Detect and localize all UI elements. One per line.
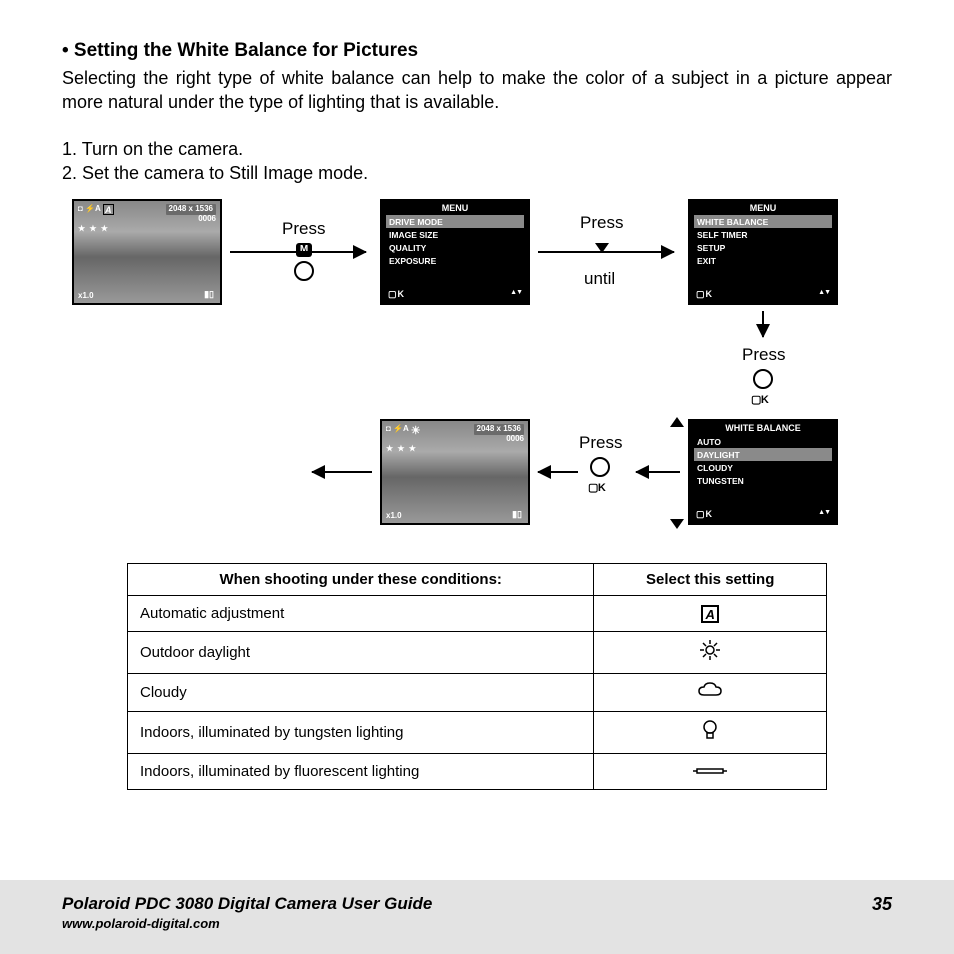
menu2-item-0: WHITE BALANCE [694,215,832,228]
ok-label-1: ▢K [751,393,768,406]
button-circle-2 [753,369,773,389]
table-row: Automatic adjustment A [128,596,827,632]
cond-tungsten: Indoors, illuminated by tungsten lightin… [128,712,594,754]
footer-title: Polaroid PDC 3080 Digital Camera User Gu… [62,894,892,914]
menu2-item-3: EXIT [694,254,832,267]
button-circle-1 [294,261,314,281]
until-label: until [584,269,615,289]
cond-auto: Automatic adjustment [128,596,594,632]
menu1-item-0: DRIVE MODE [386,215,524,228]
press-label-3: Press [742,345,785,365]
menu1-ok: K [388,289,404,300]
footer: Polaroid PDC 3080 Digital Camera User Gu… [0,880,954,954]
menu2-item-2: SETUP [694,241,832,254]
menu3-item-3: TUNGSTEN [694,474,832,487]
menu2-updown-icon: ▲▼ [818,289,830,300]
menu1-item-2: QUALITY [386,241,524,254]
table-row: Indoors, illuminated by fluorescent ligh… [128,754,827,790]
section-heading: • Setting the White Balance for Pictures [62,40,892,62]
button-circle-3 [590,457,610,477]
menu1-title: MENU [382,201,528,215]
arrow-5 [312,471,372,473]
menu1-item-1: IMAGE SIZE [386,228,524,241]
lcd-menu-3: WHITE BALANCE AUTO DAYLIGHT CLOUDY TUNGS… [688,419,838,525]
zoom-label-2: x1.0 [386,511,402,520]
icon-fluorescent [594,754,827,790]
battery-icon: ▮▯ [204,289,214,300]
arrow-4a [636,471,680,473]
menu3-item-1: DAYLIGHT [694,448,832,461]
menu2-ok: K [696,289,712,300]
counter-label: 0006 [198,214,216,223]
menu2-title: MENU [690,201,836,215]
menu1-updown-icon: ▲▼ [510,289,522,300]
quality-stars-2: ★ ★ ★ [382,444,528,453]
table-row: Outdoor daylight [128,632,827,674]
press-label-1: Press [282,219,325,239]
m-button-icon: M [296,243,312,257]
zoom-label: x1.0 [78,291,94,300]
menu3-ok: K [696,509,712,520]
table-row: Cloudy [128,674,827,712]
camera-mode-icons: ◘ ⚡A [78,204,101,224]
table-header-setting: Select this setting [594,564,827,596]
footer-url: www.polaroid-digital.com [62,916,892,931]
steps-list: 1. Turn on the camera. 2. Set the camera… [62,137,892,186]
table-row: Indoors, illuminated by tungsten lightin… [128,712,827,754]
lcd-preview-1: ◘ ⚡A A 2048 x 1536 0006 ★ ★ ★ x1.0 ▮▯ [72,199,222,305]
icon-bulb [594,712,827,754]
arrow-2 [538,251,674,253]
menu1-item-3: EXPOSURE [386,254,524,267]
menu3-item-0: AUTO [694,435,832,448]
intro-paragraph: Selecting the right type of white balanc… [62,66,892,115]
lcd-menu-1: MENU DRIVE MODE IMAGE SIZE QUALITY EXPOS… [380,199,530,305]
menu3-updown-icon: ▲▼ [818,509,830,520]
lcd-preview-2: ◘ ⚡A ☀ 2048 x 1536 0006 ★ ★ ★ x1.0 ▮▯ [380,419,530,525]
arrow-4b [538,471,578,473]
lcd-menu-2: MENU WHITE BALANCE SELF TIMER SETUP EXIT… [688,199,838,305]
cond-daylight: Outdoor daylight [128,632,594,674]
press-label-2: Press [580,213,623,233]
table-header-cond: When shooting under these conditions: [128,564,594,596]
icon-sun [594,632,827,674]
battery-icon-2: ▮▯ [512,509,522,520]
page-number: 35 [872,894,892,915]
icon-cloud [594,674,827,712]
white-balance-table: When shooting under these conditions: Se… [127,563,827,790]
cond-fluorescent: Indoors, illuminated by fluorescent ligh… [128,754,594,790]
cond-cloudy: Cloudy [128,674,594,712]
up-triangle-icon [670,417,684,427]
counter-label-2: 0006 [506,434,524,443]
press-label-4: Press [579,433,622,453]
down-triangle-icon [670,519,684,529]
ok-label-2: ▢K [588,481,605,494]
flow-diagram: ◘ ⚡A A 2048 x 1536 0006 ★ ★ ★ x1.0 ▮▯ Pr… [72,199,892,551]
step-2: 2. Set the camera to Still Image mode. [62,161,892,185]
icon-auto: A [594,596,827,632]
quality-stars: ★ ★ ★ [74,224,220,233]
camera-mode-icons-2: ◘ ⚡A [386,424,409,444]
step-1: 1. Turn on the camera. [62,137,892,161]
menu2-item-1: SELF TIMER [694,228,832,241]
menu3-title: WHITE BALANCE [690,421,836,435]
arrow-1 [230,251,366,253]
menu3-item-2: CLOUDY [694,461,832,474]
arrow-3 [762,311,764,337]
